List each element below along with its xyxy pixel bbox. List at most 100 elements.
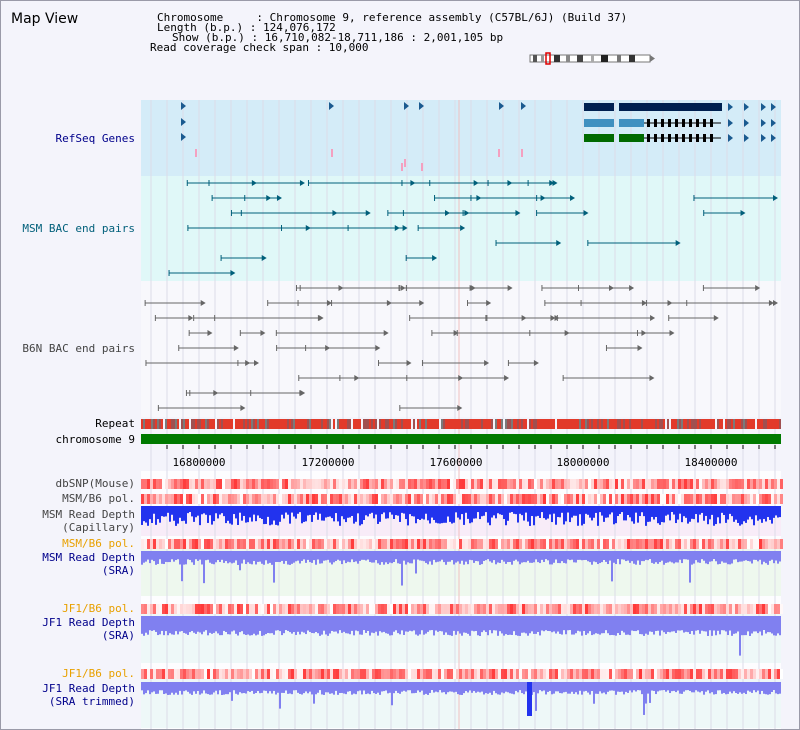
track-label-msm-pol-1[interactable]: MSM/B6 pol. <box>62 492 135 505</box>
jf1-trim-depth-bar <box>287 682 289 694</box>
jf1-pol-cell <box>213 604 216 614</box>
msm-sra-depth-bar <box>727 551 729 565</box>
jf1-sra-depth-bar <box>335 616 337 632</box>
jf1-pol2-cell <box>372 669 375 679</box>
jf1-sra-depth-bar <box>497 616 499 636</box>
msm-sra-depth-bar <box>477 551 479 562</box>
jf1-trim-depth-bar <box>593 682 595 704</box>
msm-pol-cell <box>714 494 717 504</box>
jf1-sra-depth-bar <box>455 616 457 635</box>
track-label-msm-bac[interactable]: MSM BAC end pairs <box>22 222 135 235</box>
track-label-b6n-bac[interactable]: B6N BAC end pairs <box>22 342 135 355</box>
jf1-pol2-cell <box>675 669 678 679</box>
msm-sra-depth-bar <box>647 551 649 561</box>
jf1-pol-cell <box>612 604 615 614</box>
jf1-trim-depth-bar <box>671 682 673 692</box>
jf1-pol2-cell <box>258 669 261 679</box>
jf1-pol-cell <box>177 604 180 614</box>
msm-pol2-cell <box>381 539 384 549</box>
jf1-pol-cell <box>738 604 741 614</box>
jf1-trim-depth-bar <box>209 682 211 695</box>
capillary-depth-bar <box>471 506 473 523</box>
msm-bac-pair-arrow <box>556 240 562 246</box>
msm-pol2-cell <box>600 539 603 549</box>
msm-pol2-cell <box>216 539 219 549</box>
msm-pol2-cell <box>336 539 339 549</box>
jf1-sra-depth-bar <box>197 616 199 632</box>
track-label-dbsnp[interactable]: dbSNP(Mouse) <box>55 477 135 490</box>
dbsnp-cell <box>273 479 276 489</box>
jf1-pol2-cell <box>558 669 561 679</box>
capillary-depth-bar <box>459 506 461 520</box>
repeat-segment <box>141 419 143 429</box>
capillary-depth-bar <box>147 506 149 526</box>
jf1-trim-depth-bar <box>621 682 623 692</box>
repeat-segment <box>389 419 391 429</box>
capillary-depth-bar <box>503 506 505 520</box>
jf1-sra-depth-bar <box>355 616 357 631</box>
track-label-jf1-depth-trim[interactable]: JF1 Read Depth <box>42 682 135 695</box>
jf1-pol2-cell <box>564 669 567 679</box>
jf1-pol-cell <box>585 604 588 614</box>
msm-sra-depth-bar <box>573 551 575 563</box>
track-label-repeat[interactable]: Repeat <box>95 417 135 430</box>
dbsnp-cell <box>528 479 531 489</box>
capillary-depth-bar <box>659 506 661 525</box>
page-title: Map View <box>11 11 79 27</box>
jf1-pol-cell <box>702 604 705 614</box>
jf1-sra-depth-bar <box>709 616 711 631</box>
repeat-segment <box>535 419 537 429</box>
track-label-msm-pol-2[interactable]: MSM/B6 pol. <box>62 537 135 550</box>
track-label-jf1-pol-1[interactable]: JF1/B6 pol. <box>62 602 135 615</box>
jf1-trim-depth-bar <box>213 682 215 693</box>
jf1-trim-depth-bar <box>775 682 777 694</box>
capillary-depth-bar <box>441 506 443 524</box>
dbsnp-cell <box>543 479 546 489</box>
track-label-refseq[interactable]: RefSeq Genes <box>55 132 135 145</box>
jf1-pol2-cell <box>642 669 645 679</box>
msm-pol-cell <box>306 494 309 504</box>
msm-bac-pair-arrow <box>773 195 778 201</box>
capillary-depth-bar <box>555 506 557 525</box>
jf1-trim-depth-bar <box>187 682 189 692</box>
jf1-pol2-cell <box>225 669 228 679</box>
msm-sra-depth-bar <box>455 551 457 563</box>
track-label-msm-depth-capillary[interactable]: MSM Read Depth <box>42 508 135 521</box>
msm-pol2-cell <box>279 539 282 549</box>
capillary-depth-bar <box>777 506 779 518</box>
msm-pol2-cell <box>567 539 570 549</box>
dbsnp-cell <box>180 479 183 489</box>
repeat-segment <box>527 419 529 429</box>
repeat-segment <box>621 419 623 429</box>
capillary-depth-bar <box>193 506 195 522</box>
jf1-pol2-cell <box>285 669 288 679</box>
repeat-segment <box>559 419 561 429</box>
jf1-sra-depth-bar <box>687 616 689 633</box>
chromosome-ideogram[interactable] <box>529 52 659 66</box>
repeat-segment <box>355 419 357 429</box>
jf1-pol2-cell <box>630 669 633 679</box>
msm-sra-depth-bar <box>149 551 151 564</box>
jf1-trim-depth-bar <box>533 682 535 693</box>
msm-pol-cell <box>201 494 204 504</box>
track-label-jf1-pol-2[interactable]: JF1/B6 pol. <box>62 667 135 680</box>
dbsnp-cell <box>780 479 783 489</box>
jf1-sra-depth-bar <box>689 616 691 634</box>
dbsnp-cell <box>234 479 237 489</box>
track-label-jf1-depth-sra[interactable]: JF1 Read Depth <box>42 616 135 629</box>
jf1-trim-depth-bar <box>691 682 693 693</box>
jf1-sra-depth-bar <box>157 616 159 636</box>
msm-sra-depth-bar <box>597 551 599 565</box>
msm-pol-cell <box>732 494 735 504</box>
track-label-msm-depth-sra[interactable]: MSM Read Depth <box>42 551 135 564</box>
msm-sra-depth-bar <box>187 551 189 560</box>
msm-sra-depth-bar <box>665 551 667 563</box>
msm-pol2-cell <box>180 539 183 549</box>
jf1-trim-depth-bar <box>717 682 719 691</box>
jf1-trim-depth-bar <box>723 682 725 693</box>
msm-sra-depth-bar <box>675 551 677 563</box>
repeat-segment <box>177 419 179 429</box>
repeat-segment <box>669 419 671 429</box>
jf1-sra-depth-bar <box>485 616 487 632</box>
